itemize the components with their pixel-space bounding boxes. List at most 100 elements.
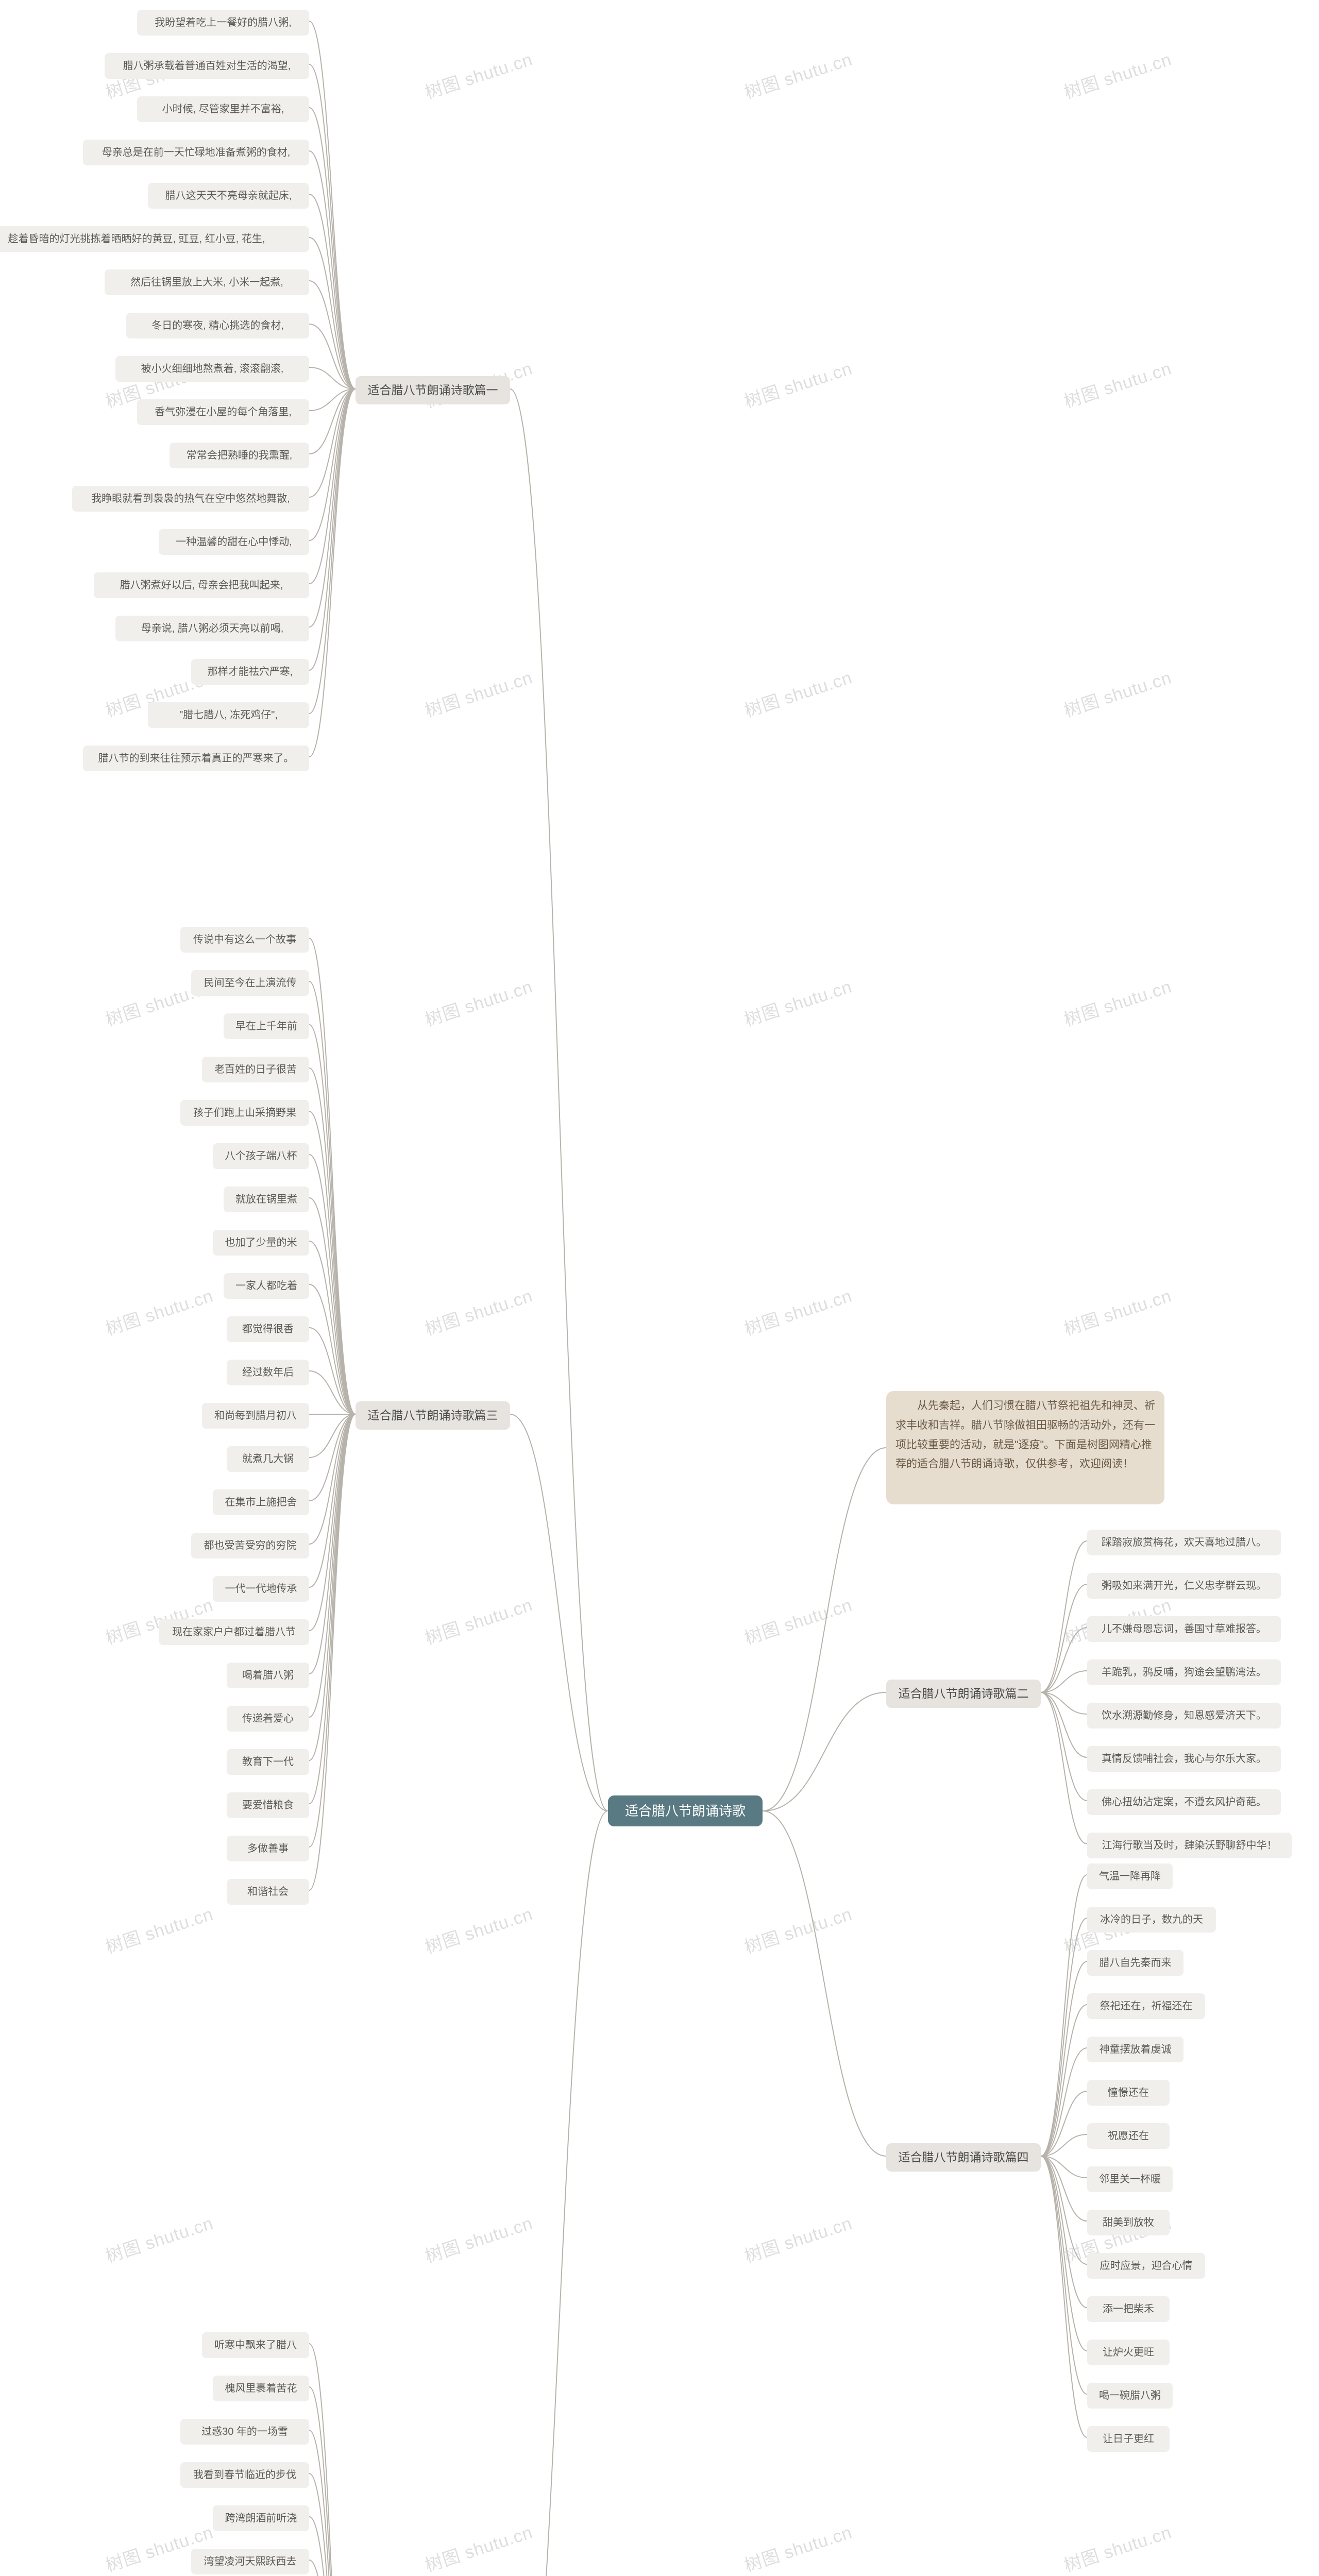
leaf-b3-8: 一家人都吃着 — [224, 1273, 309, 1299]
leaf-b5-2-label: 过惑30 年的一场雪 — [201, 2424, 288, 2439]
leaf-b1-13: 腊八粥煮好以后, 母亲会把我叫起来, — [94, 572, 309, 598]
leaf-b2-2: 儿不嫌母恩忘词，善国寸草难报答。 — [1087, 1616, 1281, 1642]
leaf-b3-11-label: 和尚每到腊月初八 — [214, 1408, 297, 1423]
watermark: 树图 shutu.cn — [741, 1282, 855, 1341]
leaf-b2-0-label: 踩踏寂旅赏梅花，欢天喜地过腊八。 — [1102, 1535, 1266, 1550]
branch-node-b2: 适合腊八节朗诵诗歌篇二 — [886, 1680, 1041, 1708]
leaf-b1-3-label: 母亲总是在前一天忙碌地准备煮粥的食材, — [102, 145, 291, 160]
leaf-b1-10-label: 常常会把熟睡的我熏醒, — [187, 448, 293, 463]
leaf-b1-1-label: 腊八粥承载着普通百姓对生活的渴望, — [123, 58, 291, 74]
leaf-b3-22-label: 和谐社会 — [247, 1884, 289, 1900]
leaf-b4-5-label: 憧憬还在 — [1108, 2085, 1149, 2100]
leaf-b1-2-label: 小时候, 尽管家里并不富裕, — [162, 101, 284, 117]
leaf-b3-21-label: 多做善事 — [247, 1841, 289, 1856]
leaf-b1-16: "腊七腊八, 冻死鸡仔", — [148, 702, 309, 728]
leaf-b4-4-label: 神童摆放着虔诚 — [1100, 2042, 1172, 2057]
watermark: 树图 shutu.cn — [102, 2209, 216, 2268]
leaf-b4-2: 腊八自先秦而来 — [1087, 1950, 1183, 1976]
leaf-b1-12-label: 一种温馨的甜在心中悸动, — [176, 534, 292, 550]
leaf-b3-13-label: 在集市上施把舍 — [225, 1495, 297, 1510]
leaf-b4-1: 冰冷的日子，数九的天 — [1087, 1907, 1216, 1933]
leaf-b3-12: 就煮几大锅 — [227, 1446, 309, 1472]
leaf-b1-8-label: 被小火细细地熬煮着, 滚滚翻滚, — [141, 361, 284, 377]
leaf-b3-3: 老百姓的日子很苦 — [202, 1057, 309, 1082]
leaf-b4-3-label: 祭祀还在，祈福还在 — [1100, 1998, 1193, 2014]
leaf-b1-16-label: "腊七腊八, 冻死鸡仔", — [179, 707, 278, 723]
watermark: 树图 shutu.cn — [421, 45, 536, 104]
branch-node-b1-label: 适合腊八节朗诵诗歌篇一 — [368, 381, 498, 399]
watermark: 树图 shutu.cn — [741, 2209, 855, 2268]
leaf-b1-6-label: 然后往锅里放上大米, 小米一起煮, — [130, 275, 283, 290]
leaf-b1-15-label: 那样才能祛穴严寒, — [208, 664, 293, 680]
leaf-b4-2-label: 腊八自先秦而来 — [1100, 1955, 1172, 1971]
leaf-b3-12-label: 就煮几大锅 — [242, 1451, 294, 1467]
watermark: 树图 shutu.cn — [1060, 2518, 1175, 2576]
leaf-b1-4-label: 腊八这天天不亮母亲就起床, — [165, 188, 292, 204]
leaf-b3-1-label: 民间至今在上演流传 — [204, 975, 297, 991]
watermark: 树图 shutu.cn — [421, 973, 536, 1031]
leaf-b1-8: 被小火细细地熬煮着, 滚滚翻滚, — [115, 356, 309, 382]
intro-node: 从先秦起，人们习惯在腊八节祭祀祖先和神灵、祈求丰收和吉祥。腊八节除做祖田驱畅的活… — [886, 1391, 1164, 1504]
leaf-b4-9: 应时应景，迎合心情 — [1087, 2253, 1205, 2279]
watermark: 树图 shutu.cn — [421, 1900, 536, 1959]
leaf-b3-7: 也加了少量的米 — [213, 1230, 309, 1256]
leaf-b4-13-label: 让日子更红 — [1103, 2431, 1154, 2447]
leaf-b5-2: 过惑30 年的一场雪 — [180, 2419, 309, 2445]
leaf-b3-5: 八个孩子端八杯 — [213, 1143, 309, 1169]
leaf-b3-4: 孩子们跑上山采摘野果 — [180, 1100, 309, 1126]
branch-node-b1: 适合腊八节朗诵诗歌篇一 — [356, 376, 510, 404]
leaf-b2-4: 饮水溯源勤修身，知恩感爱济天下。 — [1087, 1703, 1281, 1728]
leaf-b3-0-label: 传说中有这么一个故事 — [193, 932, 296, 947]
leaf-b3-9-label: 都觉得很香 — [242, 1321, 294, 1337]
leaf-b3-11: 和尚每到腊月初八 — [202, 1403, 309, 1429]
leaf-b3-2-label: 早在上千年前 — [235, 1019, 297, 1034]
leaf-b3-14: 都也受苦受穷的穷院 — [191, 1533, 309, 1558]
leaf-b3-15-label: 一代一代地传承 — [225, 1581, 297, 1597]
leaf-b2-7-label: 江海行歌当及时，肆染沃野聊舒中华！ — [1102, 1838, 1277, 1853]
leaf-b4-7-label: 邻里关一杯暖 — [1099, 2172, 1161, 2187]
leaf-b4-6-label: 祝愿还在 — [1108, 2128, 1149, 2144]
leaf-b1-11-label: 我睁眼就看到袅袅的热气在空中悠然地舞散, — [91, 491, 290, 506]
leaf-b1-11: 我睁眼就看到袅袅的热气在空中悠然地舞散, — [72, 486, 309, 512]
leaf-b2-3-label: 羊跪乳，鸦反哺，狗途会望鹏湾法。 — [1102, 1665, 1266, 1680]
leaf-b3-16: 现在家家户户都过着腊八节 — [159, 1619, 309, 1645]
watermark: 树图 shutu.cn — [1060, 1282, 1175, 1341]
leaf-b2-6-label: 佛心扭幼沾定案，不遵玄风护奇葩。 — [1102, 1794, 1266, 1810]
watermark: 树图 shutu.cn — [102, 1900, 216, 1959]
watermark: 树图 shutu.cn — [741, 1591, 855, 1650]
leaf-b3-17: 喝着腊八粥 — [227, 1663, 309, 1688]
leaf-b3-20-label: 要爱惜粮食 — [242, 1798, 294, 1813]
leaf-b4-7: 邻里关一杯暖 — [1087, 2166, 1173, 2192]
leaf-b5-1-label: 槐风里裹着苦花 — [225, 2381, 297, 2396]
leaf-b5-5: 湾望凌河天熙跃西去 — [191, 2549, 309, 2574]
leaf-b4-8-label: 甜美到放牧 — [1103, 2215, 1154, 2230]
leaf-b3-8-label: 一家人都吃着 — [235, 1278, 297, 1294]
leaf-b5-3: 我看到春节临近的步伐 — [180, 2462, 309, 2488]
leaf-b5-1: 槐风里裹着苦花 — [213, 2376, 309, 2401]
leaf-b3-13: 在集市上施把舍 — [213, 1489, 309, 1515]
leaf-b2-1-label: 粥吸如来满开光，仁义忠孝群云现。 — [1102, 1578, 1266, 1594]
leaf-b2-3: 羊跪乳，鸦反哺，狗途会望鹏湾法。 — [1087, 1659, 1281, 1685]
leaf-b2-0: 踩踏寂旅赏梅花，欢天喜地过腊八。 — [1087, 1530, 1281, 1555]
leaf-b4-10: 添一把柴禾 — [1087, 2296, 1170, 2322]
watermark: 树图 shutu.cn — [741, 2518, 855, 2576]
leaf-b3-22: 和谐社会 — [227, 1879, 309, 1905]
watermark: 树图 shutu.cn — [741, 45, 855, 104]
watermark: 树图 shutu.cn — [421, 664, 536, 722]
leaf-b4-12: 喝一碗腊八粥 — [1087, 2383, 1173, 2409]
leaf-b1-7: 冬日的寒夜, 精心挑选的食材, — [126, 313, 309, 338]
leaf-b5-5-label: 湾望凌河天熙跃西去 — [204, 2554, 297, 2569]
leaf-b2-5-label: 真情反馈哺社会，我心与尔乐大家。 — [1102, 1751, 1266, 1767]
leaf-b3-2: 早在上千年前 — [224, 1013, 309, 1039]
leaf-b3-16-label: 现在家家户户都过着腊八节 — [172, 1624, 296, 1640]
watermark: 树图 shutu.cn — [1060, 45, 1175, 104]
leaf-b4-1-label: 冰冷的日子，数九的天 — [1100, 1912, 1203, 1927]
leaf-b1-9: 香气弥漫在小屋的每个角落里, — [137, 399, 309, 425]
leaf-b2-5: 真情反馈哺社会，我心与尔乐大家。 — [1087, 1746, 1281, 1772]
leaf-b3-21: 多做善事 — [227, 1836, 309, 1861]
branch-node-b3-label: 适合腊八节朗诵诗歌篇三 — [368, 1406, 498, 1425]
leaf-b3-5-label: 八个孩子端八杯 — [225, 1148, 297, 1164]
leaf-b1-6: 然后往锅里放上大米, 小米一起煮, — [105, 269, 309, 295]
leaf-b1-3: 母亲总是在前一天忙碌地准备煮粥的食材, — [83, 140, 309, 165]
leaf-b1-9-label: 香气弥漫在小屋的每个角落里, — [155, 404, 292, 420]
